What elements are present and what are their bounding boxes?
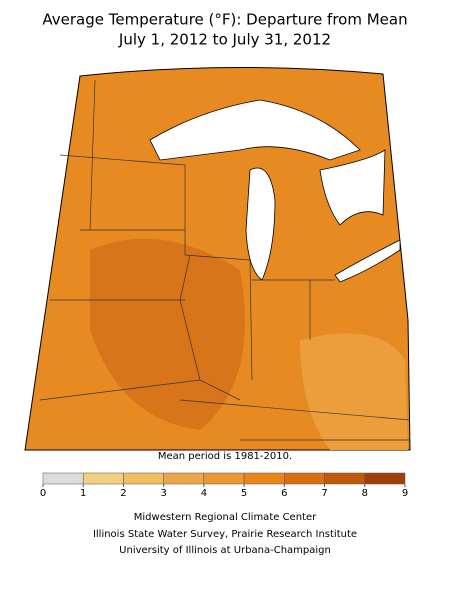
legend-tick-label: 6 bbox=[281, 488, 287, 499]
title-line: Average Temperature (°F): Departure from… bbox=[42, 11, 407, 29]
legend-tick-label: 2 bbox=[120, 488, 126, 499]
legend-tick-label: 8 bbox=[362, 488, 368, 499]
credit: Illinois State Water Survey, Prairie Res… bbox=[93, 529, 357, 540]
legend-bin bbox=[42, 472, 84, 485]
credit: Midwestern Regional Climate Center bbox=[134, 512, 317, 523]
lake-huron bbox=[319, 149, 386, 226]
legend-bin bbox=[163, 472, 205, 485]
legend: 0 1 2 3 4 5 6 7 8 9 bbox=[40, 472, 408, 499]
credit: University of Illinois at Urbana-Champai… bbox=[119, 545, 331, 556]
legend-tick-label: 3 bbox=[160, 488, 166, 499]
lake-michigan bbox=[245, 167, 276, 281]
lake-superior bbox=[149, 99, 361, 161]
lake-erie bbox=[334, 239, 401, 283]
legend-tick-label: 4 bbox=[201, 488, 207, 499]
legend-bin bbox=[243, 472, 285, 485]
cool-patch bbox=[300, 333, 408, 450]
note: Mean period is 1981-2010. bbox=[158, 451, 292, 462]
legend-bin bbox=[284, 472, 325, 485]
warm-patch bbox=[90, 238, 245, 430]
legend-bin bbox=[123, 472, 164, 485]
legend-tick-label: 9 bbox=[402, 488, 408, 499]
legend-bin bbox=[364, 472, 406, 485]
legend-bin bbox=[203, 472, 245, 485]
legend-bin bbox=[324, 472, 366, 485]
title-line: July 1, 2012 to July 31, 2012 bbox=[118, 31, 331, 49]
legend-tick-label: 7 bbox=[321, 488, 327, 499]
legend-tick-label: 5 bbox=[241, 488, 247, 499]
map bbox=[24, 66, 411, 451]
legend-tick-label: 0 bbox=[40, 488, 46, 499]
legend-bin bbox=[82, 472, 124, 485]
legend-tick-label: 1 bbox=[80, 488, 86, 499]
state-borders bbox=[39, 79, 411, 441]
